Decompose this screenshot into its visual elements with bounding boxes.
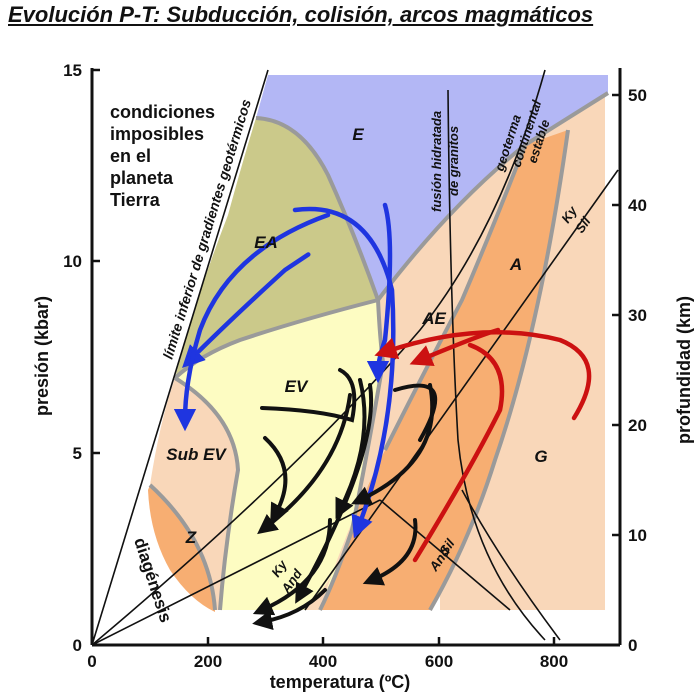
right-tick-label: 20 [628, 416, 647, 435]
axes-frame [90, 68, 622, 647]
y-tick-label: 0 [73, 636, 82, 655]
diagram-title: Evolución P-T: Subducción, colisión, arc… [8, 2, 594, 27]
blue-path-2 [173, 212, 331, 432]
svg-text:planeta: planeta [110, 168, 174, 188]
melting-curve [447, 89, 546, 641]
field-label-sub-ev: Sub EV [166, 445, 227, 464]
pt-paths-blue [173, 202, 396, 539]
red-path-2 [409, 327, 501, 367]
x-tick-label: 0 [87, 652, 96, 671]
blue-path-3 [292, 206, 396, 539]
melting-label-1: fusión hidratada [429, 111, 444, 212]
pt-paths-black [252, 368, 438, 631]
field-label-a: A [509, 255, 522, 274]
limit-gradient-line [91, 69, 269, 646]
svg-text:en el: en el [110, 146, 151, 166]
y-tick-label: 15 [63, 61, 82, 80]
field-label-e: E [352, 125, 364, 144]
axis-ticks [92, 68, 620, 645]
right-tick-label: 0 [628, 636, 637, 655]
right-tick-label: 10 [628, 526, 647, 545]
field-label-ea: EA [254, 233, 278, 252]
field-zeolite-area [148, 485, 215, 612]
impossible-note: condiciones imposibles en el planeta Tie… [110, 102, 215, 210]
field-label-ev: EV [285, 377, 309, 396]
blue-path-1 [182, 252, 311, 368]
right-tick-label: 50 [628, 86, 647, 105]
pt-paths-red [374, 327, 592, 563]
x-tick-label: 400 [309, 652, 337, 671]
svg-text:condiciones: condiciones [110, 102, 215, 122]
svg-text:imposibles: imposibles [110, 124, 204, 144]
y-axis-right-title: profundidad (km) [674, 296, 694, 444]
field-sub-ev-area [150, 378, 238, 610]
y-tick-label: 5 [73, 444, 82, 463]
x-axis-title: temperatura (ºC) [270, 672, 411, 692]
x-tick-label: 200 [194, 652, 222, 671]
blue-path-4 [366, 202, 393, 384]
right-tick-label: 40 [628, 196, 647, 215]
field-eclogite-area [256, 75, 608, 300]
melting-label-2: de granitos [446, 126, 461, 196]
melting-curve-2 [461, 489, 561, 641]
and-sil-line [379, 499, 511, 611]
x-tick-label: 600 [425, 652, 453, 671]
x-tick-label: 800 [540, 652, 568, 671]
y-tick-label: 10 [63, 252, 82, 271]
svg-text:Tierra: Tierra [110, 190, 161, 210]
field-label-ae: AE [421, 309, 446, 328]
red-path-1 [374, 330, 592, 421]
right-tick-label: 30 [628, 306, 647, 325]
y-axis-left-title: presión (kbar) [32, 296, 52, 416]
ky-and-line [91, 499, 381, 646]
red-path-3 [412, 342, 505, 563]
field-label-g: G [534, 447, 547, 466]
field-label-z: Z [185, 528, 197, 547]
